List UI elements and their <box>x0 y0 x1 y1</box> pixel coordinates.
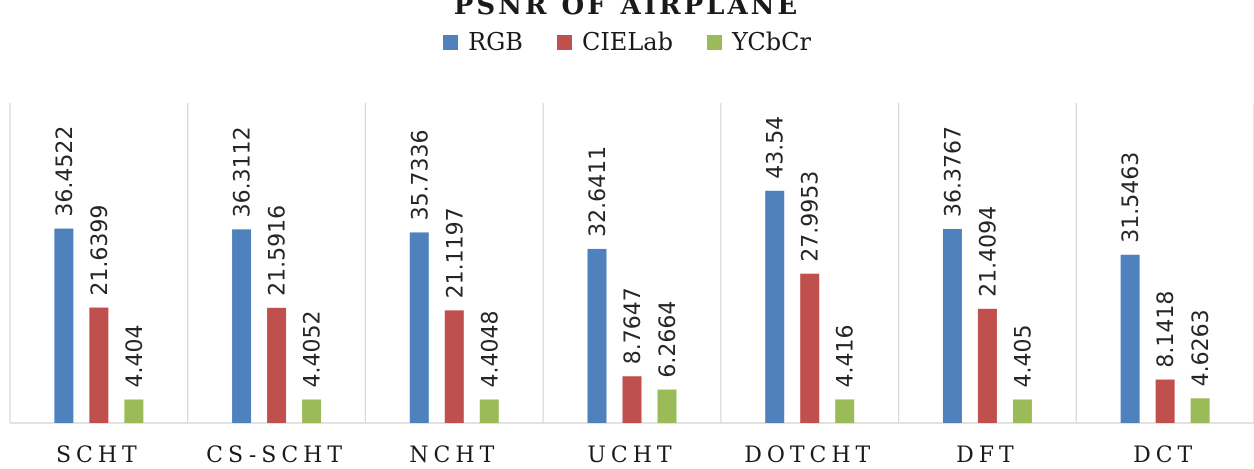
legend-item-rgb: RGB <box>443 28 523 56</box>
legend: RGB CIELab YCbCr <box>0 28 1254 56</box>
legend-label-cielab: CIELab <box>581 28 673 56</box>
chart-title: PSNR OF AIRPLANE <box>453 0 801 21</box>
x-tick-label: SCHT <box>56 443 142 468</box>
bar-cielab <box>622 376 642 423</box>
legend-label-rgb: RGB <box>468 28 523 56</box>
data-label: 4.416 <box>834 324 859 387</box>
data-label: 32.6411 <box>586 146 611 237</box>
bar-ycbcr <box>835 399 855 423</box>
legend-item-ycbcr: YCbCr <box>706 28 811 56</box>
x-tick-label: CS-SCHT <box>206 443 347 468</box>
bar-ycbcr <box>479 399 499 423</box>
data-label: 36.4522 <box>53 126 78 217</box>
data-label: 4.6263 <box>1189 309 1214 386</box>
data-label: 21.5916 <box>266 205 291 296</box>
data-label: 6.2664 <box>656 301 681 378</box>
data-label: 31.5463 <box>1119 152 1144 243</box>
data-label: 21.1197 <box>443 207 468 298</box>
bar-cielab <box>800 273 820 423</box>
legend-label-ycbcr: YCbCr <box>731 28 811 56</box>
bar-ycbcr <box>1012 399 1032 423</box>
data-label: 21.4094 <box>976 206 1001 297</box>
x-tick-label: NCHT <box>409 443 499 468</box>
data-label: 27.9953 <box>799 171 824 262</box>
bar-rgb <box>409 232 429 423</box>
data-label: 35.7336 <box>408 129 433 220</box>
data-label: 8.7647 <box>621 287 646 364</box>
bar-rgb <box>765 190 785 423</box>
bar-rgb <box>54 228 74 423</box>
x-tick-label: DCT <box>1133 443 1197 468</box>
bar-rgb <box>587 248 607 423</box>
bar-rgb <box>942 228 962 423</box>
bar-ycbcr <box>1190 398 1210 423</box>
bar-ycbcr <box>302 399 322 423</box>
bar-cielab <box>977 308 997 423</box>
bar-cielab <box>267 307 287 423</box>
x-tick-label: UCHT <box>587 443 676 468</box>
bar-cielab <box>89 307 109 423</box>
bar-rgb <box>1120 254 1140 423</box>
legend-swatch-cielab <box>556 34 572 50</box>
x-tick-label: DOTCHT <box>744 443 875 468</box>
legend-swatch-rgb <box>443 34 459 50</box>
data-label: 4.405 <box>1011 325 1036 388</box>
bar-cielab <box>1155 379 1175 423</box>
bar-ycbcr <box>657 389 677 423</box>
legend-item-cielab: CIELab <box>556 28 673 56</box>
legend-swatch-ycbcr <box>706 34 722 50</box>
data-label: 4.404 <box>123 325 148 388</box>
bar-rgb <box>232 229 252 423</box>
data-label: 4.4048 <box>478 311 503 388</box>
bar-cielab <box>444 310 464 423</box>
data-label: 21.6399 <box>88 205 113 296</box>
bar-ycbcr <box>124 399 144 423</box>
data-label: 36.3767 <box>941 126 966 217</box>
data-label: 36.3112 <box>231 126 256 217</box>
data-label: 8.1418 <box>1154 291 1179 368</box>
x-tick-label: DFT <box>956 443 1019 468</box>
data-label: 4.4052 <box>301 311 326 388</box>
data-label: 43.54 <box>764 116 789 179</box>
